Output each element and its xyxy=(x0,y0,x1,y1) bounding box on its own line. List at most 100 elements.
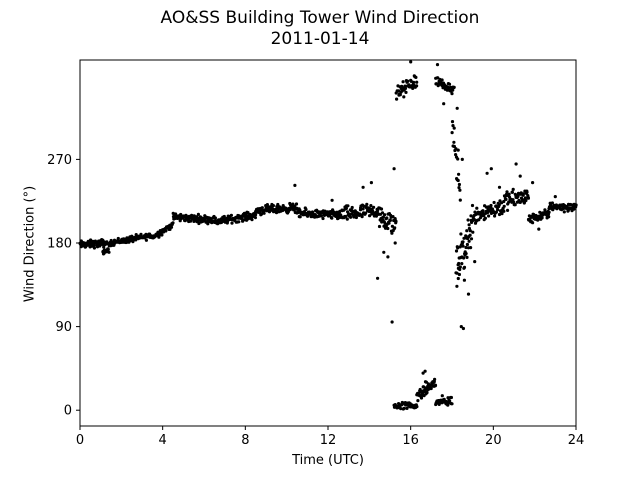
data-point xyxy=(171,221,175,225)
data-point xyxy=(454,147,458,151)
data-point xyxy=(446,85,450,90)
data-point xyxy=(461,240,465,244)
data-point xyxy=(144,238,148,242)
data-point xyxy=(164,229,168,233)
data-point xyxy=(502,209,506,213)
data-point xyxy=(523,196,528,200)
data-point xyxy=(466,218,470,222)
data-point xyxy=(402,95,406,99)
data-point xyxy=(399,407,403,411)
data-point xyxy=(456,148,460,152)
data-point xyxy=(401,80,405,84)
data-point xyxy=(383,213,387,217)
data-point xyxy=(497,203,501,207)
data-point xyxy=(562,210,566,214)
data-point xyxy=(457,172,461,176)
data-point xyxy=(459,325,463,329)
data-point xyxy=(456,276,460,281)
data-point xyxy=(387,221,391,225)
data-point xyxy=(456,246,460,250)
data-point xyxy=(482,214,486,218)
x-tick-label: 20 xyxy=(485,433,502,448)
data-point xyxy=(319,214,323,218)
data-point xyxy=(492,200,496,205)
data-point xyxy=(385,216,389,220)
data-point xyxy=(241,219,245,223)
data-point xyxy=(422,385,426,389)
data-point xyxy=(461,244,465,248)
data-point xyxy=(494,210,498,214)
data-point xyxy=(455,284,459,288)
data-point xyxy=(507,192,511,196)
data-point xyxy=(440,78,444,82)
data-point xyxy=(106,247,110,251)
data-point xyxy=(457,182,461,187)
data-point xyxy=(421,371,425,375)
data-point xyxy=(537,227,541,231)
data-point xyxy=(461,326,465,331)
data-point xyxy=(386,226,390,231)
data-point xyxy=(404,90,408,94)
data-point xyxy=(390,231,394,235)
data-point xyxy=(459,232,463,236)
data-point xyxy=(304,207,308,212)
data-point xyxy=(376,208,380,212)
data-point xyxy=(330,198,334,202)
data-point xyxy=(550,201,555,205)
data-point xyxy=(457,186,461,190)
data-point xyxy=(458,267,462,272)
data-point xyxy=(497,212,502,217)
data-point xyxy=(531,181,535,185)
data-point xyxy=(462,236,466,240)
data-point xyxy=(415,84,419,88)
data-point xyxy=(391,215,395,219)
data-point xyxy=(545,216,549,220)
data-point xyxy=(450,120,455,124)
data-point xyxy=(462,278,466,282)
data-point xyxy=(450,131,454,135)
data-point xyxy=(458,265,462,269)
data-point xyxy=(260,206,264,210)
data-point xyxy=(379,207,384,211)
y-tick-label: 0 xyxy=(64,404,72,419)
data-point xyxy=(462,256,466,260)
data-point xyxy=(526,196,531,200)
data-point xyxy=(449,395,453,400)
data-point xyxy=(493,214,497,218)
data-point xyxy=(451,88,455,92)
data-point xyxy=(450,402,454,406)
data-point xyxy=(381,215,385,219)
data-point xyxy=(489,167,493,171)
data-point xyxy=(330,216,334,220)
data-point xyxy=(429,386,433,391)
data-point xyxy=(346,204,350,208)
data-point xyxy=(455,271,459,275)
x-tick-label: 8 xyxy=(241,433,249,448)
data-point xyxy=(487,214,491,218)
data-point xyxy=(433,377,437,381)
data-point xyxy=(344,214,348,219)
data-point xyxy=(321,216,325,221)
data-point xyxy=(365,202,369,206)
data-point xyxy=(525,190,529,194)
data-point xyxy=(457,261,461,266)
data-point xyxy=(452,126,456,130)
chart-title: AO&SS Building Tower Wind Direction xyxy=(160,8,480,28)
data-point xyxy=(368,214,372,218)
data-point xyxy=(298,215,302,219)
data-point xyxy=(369,204,373,208)
data-point xyxy=(405,406,409,410)
data-point xyxy=(344,206,348,210)
data-point xyxy=(511,187,515,191)
data-point xyxy=(262,211,266,215)
data-point xyxy=(510,190,514,194)
data-point xyxy=(452,85,456,89)
data-point xyxy=(500,212,504,216)
data-point xyxy=(456,157,460,161)
data-point xyxy=(456,178,460,183)
data-point xyxy=(485,211,490,215)
data-point xyxy=(350,205,354,210)
data-point xyxy=(524,198,528,203)
data-point xyxy=(547,210,551,214)
data-point xyxy=(412,80,416,84)
